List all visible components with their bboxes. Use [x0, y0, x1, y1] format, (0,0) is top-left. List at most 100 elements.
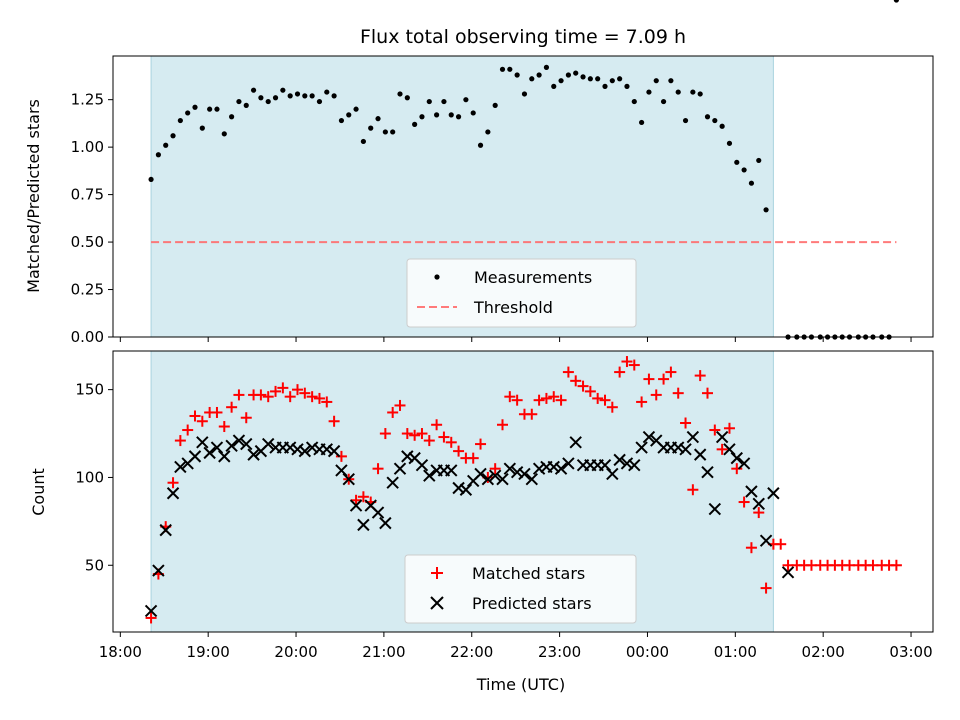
measurement-point — [375, 116, 381, 122]
predicted-star-point — [737, 457, 751, 470]
x-stroke-b — [144, 604, 158, 618]
measurement-point — [272, 95, 279, 101]
measurement-point — [192, 104, 198, 110]
x-tick-label: 01:00 — [714, 643, 757, 661]
matched-star-point — [328, 415, 340, 427]
measurement-point — [893, 0, 899, 3]
legend-measurements-marker — [434, 274, 440, 280]
legend-predicted-marker — [430, 596, 444, 610]
x-stroke-b — [247, 448, 260, 461]
x-stroke-b — [166, 487, 180, 500]
matched-star-point — [445, 436, 457, 448]
matched-star-point — [497, 419, 508, 431]
predicted-star-point — [723, 443, 736, 456]
measurement-point — [280, 87, 286, 93]
matched-star-point — [416, 428, 428, 440]
x-stroke-b — [305, 441, 319, 454]
x-tick-label: 21:00 — [362, 643, 405, 661]
predicted-star-point — [693, 448, 707, 461]
top-y-axis-label: Matched/Predicted stars — [24, 99, 43, 293]
matched-star-point — [723, 422, 735, 434]
x-stroke-b — [210, 441, 224, 454]
x-stroke-b — [510, 465, 524, 479]
x-stroke-b — [445, 464, 458, 477]
measurement-point — [565, 72, 571, 78]
predicted-star-point — [218, 450, 231, 463]
measurement-point — [726, 140, 733, 146]
predicted-star-point — [730, 451, 743, 465]
x-stroke-b — [408, 451, 421, 465]
x-stroke-b — [415, 458, 429, 472]
x-stroke-b — [745, 485, 758, 498]
matched-star-point — [533, 394, 545, 406]
matched-star-point — [262, 391, 274, 403]
predicted-star-point — [379, 516, 392, 530]
predicted-star-point — [196, 436, 209, 449]
matched-star-point — [621, 356, 633, 368]
matched-star-point — [475, 438, 487, 450]
x-stroke-b — [327, 444, 341, 458]
predicted-star-point — [562, 457, 575, 470]
legend-matched-marker — [431, 567, 443, 579]
x-stroke-b — [737, 457, 751, 470]
y-tick-label: 150 — [75, 381, 104, 399]
x-stroke-b — [503, 462, 517, 475]
measurement-point — [448, 112, 454, 118]
x-stroke-b — [752, 497, 765, 511]
matched-star-point — [335, 450, 347, 462]
measurement-point — [514, 72, 520, 78]
matched-star-point — [431, 419, 443, 431]
y-tick-label: 1.00 — [71, 138, 104, 156]
predicted-star-point — [752, 497, 765, 511]
matched-star-point — [702, 387, 713, 399]
x-stroke-b — [730, 451, 743, 465]
measurement-point — [624, 83, 630, 89]
predicted-star-point — [262, 437, 275, 451]
matched-star-point — [709, 424, 721, 436]
matched-star-point — [504, 391, 516, 403]
measurement-point — [382, 129, 388, 135]
matched-star-point — [745, 542, 757, 554]
matched-star-point — [526, 408, 538, 420]
legend-predicted-label: Predicted stars — [472, 594, 592, 613]
measurement-point — [426, 98, 432, 105]
predicted-star-point — [635, 441, 648, 454]
predicted-star-point — [569, 436, 582, 449]
matched-star-point — [643, 373, 655, 385]
x-tick-label: 00:00 — [626, 643, 669, 661]
predicted-star-point — [335, 464, 348, 477]
x-stroke-b — [650, 434, 663, 447]
x-stroke-b — [474, 467, 487, 481]
x-stroke-b — [232, 434, 246, 447]
measurement-point — [719, 123, 725, 129]
measurement-point — [397, 91, 403, 97]
measurement-point — [331, 93, 337, 99]
measurement-point — [646, 89, 652, 95]
measurement-point — [346, 112, 352, 118]
matched-star-point — [760, 582, 772, 594]
measurement-point — [360, 138, 366, 145]
x-stroke-b — [393, 462, 407, 475]
measurement-point — [287, 93, 293, 99]
matched-star-point — [387, 406, 399, 418]
matched-star-point — [306, 391, 318, 403]
predicted-star-point — [642, 430, 656, 444]
predicted-star-point — [445, 464, 458, 477]
x-stroke-b — [364, 499, 377, 512]
measurement-point — [536, 72, 542, 78]
predicted-star-point — [232, 434, 246, 447]
matched-star-point — [716, 443, 728, 455]
chart-title: Flux total observing time = 7.09 h — [360, 26, 686, 48]
measurement-point — [595, 76, 601, 82]
measurement-point — [521, 91, 528, 97]
predicted-star-point — [547, 460, 560, 474]
measurement-point — [529, 76, 535, 82]
top-x-ticks — [119, 337, 912, 342]
x-stroke-b — [628, 458, 641, 472]
measurement-point — [221, 131, 227, 137]
x-stroke-b — [547, 460, 560, 474]
predicted-star-point — [525, 472, 538, 486]
x-stroke-b — [679, 443, 692, 456]
matched-star-point — [270, 385, 282, 397]
